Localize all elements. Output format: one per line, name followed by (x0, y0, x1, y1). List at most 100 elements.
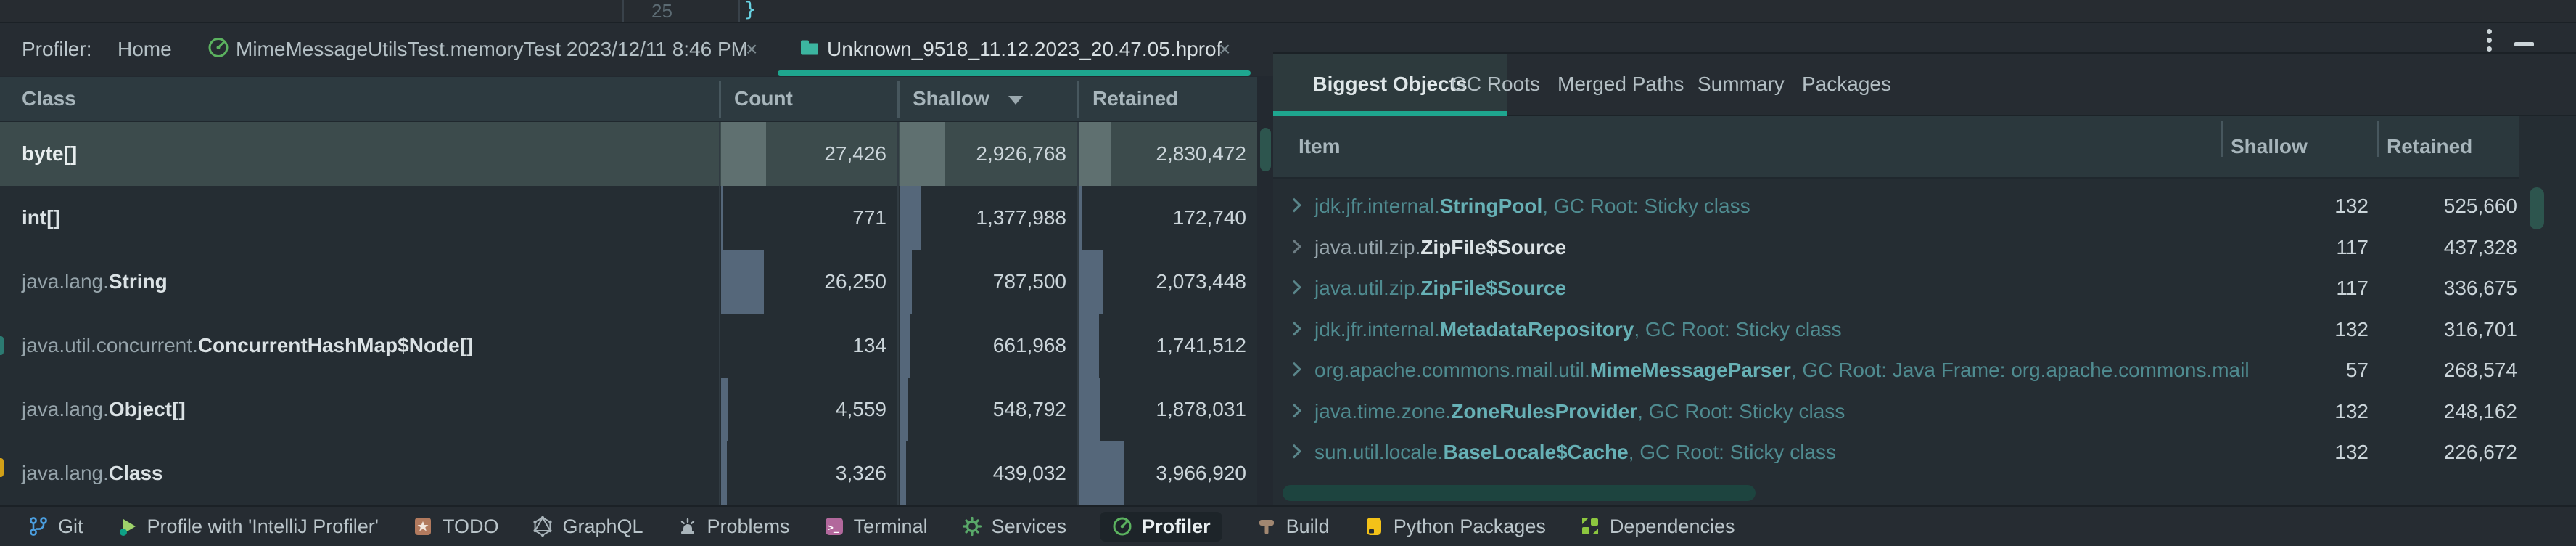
column-divider (1077, 81, 1079, 118)
class-row-int[interactable]: 771 1,377,988 172,740 int[] (0, 186, 1257, 250)
count-value: 26,250 (824, 270, 886, 293)
class-row-string[interactable]: 26,250 787,500 2,073,448 java.lang.String (0, 250, 1257, 314)
statusbar-item-label: Build (1285, 515, 1330, 537)
close-tab-icon[interactable]: × (746, 38, 758, 60)
tab-gc-roots[interactable]: GC Roots (1451, 73, 1540, 95)
object-row-stringpool[interactable]: jdk.jfr.internal.StringPool, GC Root: St… (1273, 186, 2576, 227)
count-histogram-bar (721, 122, 766, 186)
column-header-class[interactable]: Class (22, 87, 76, 110)
statusbar-item-git[interactable]: Git (28, 516, 83, 538)
statusbar-item-graphql[interactable]: GraphQL (532, 516, 643, 538)
column-header-retained[interactable]: Retained (2387, 135, 2473, 158)
tab-hprof-snapshot[interactable]: Unknown_9518_11.12.2023_20.47.05.hprof (827, 38, 1222, 60)
close-tab-icon[interactable]: × (1219, 38, 1231, 60)
object-name: java.util.zip.ZipFile$Source (1314, 235, 1567, 258)
sort-descending-icon (1008, 96, 1023, 105)
expand-chevron-icon[interactable] (1287, 197, 1301, 213)
class-row-class[interactable]: 3,326 439,032 3,966,920 java.lang.Class (0, 441, 1257, 505)
retained-value: 1,878,031 (1156, 398, 1246, 420)
statusbar-item-label: Problems (707, 515, 790, 537)
more-options-icon[interactable] (2484, 26, 2495, 54)
statusbar-item-services[interactable]: Services (961, 516, 1066, 538)
retained-value: 316,701 (2443, 317, 2517, 341)
object-row-mimemessageparser[interactable]: org.apache.commons.mail.util.MimeMessage… (1273, 350, 2576, 391)
statusbar-item-label: Python Packages (1393, 515, 1546, 537)
tab-packages[interactable]: Packages (1802, 73, 1891, 95)
expand-chevron-icon[interactable] (1287, 403, 1301, 418)
active-tab-underline (1273, 111, 1507, 116)
terminal-icon: >_ (825, 518, 843, 535)
class-row-byte[interactable]: 27,426 2,926,768 2,830,472 byte[] (0, 122, 1257, 186)
statusbar-item-build[interactable]: Build (1256, 516, 1330, 538)
shallow-value: 132 (2334, 317, 2369, 341)
tool-window-bar: Git Profile with 'IntelliJ Profiler' TODO G… (0, 505, 2576, 546)
column-divider (897, 81, 900, 118)
retained-histogram-bar (1079, 378, 1100, 441)
biggest-objects-panel: Biggest Objects GC Roots Merged Paths Summ… (1273, 52, 2576, 505)
object-row-baselocale-cache[interactable]: sun.util.locale.BaseLocale$Cache, GC Roo… (1273, 432, 2576, 473)
object-row-zipfile-source[interactable]: java.util.zip.ZipFile$Source 117 437,328 (1273, 227, 2576, 269)
object-row-zonerulesprovider[interactable]: java.time.zone.ZoneRulesProvider, GC Roo… (1273, 391, 2576, 433)
objects-table-horizontal-scrollbar-thumb[interactable] (1283, 485, 1756, 501)
retained-value: 268,574 (2443, 359, 2517, 382)
shallow-value: 117 (2336, 235, 2369, 258)
statusbar-item-python-packages[interactable]: Python Packages (1363, 516, 1546, 538)
column-divider (719, 81, 721, 118)
retained-value: 3,966,920 (1156, 462, 1246, 484)
statusbar-item-todo[interactable]: TODO (412, 516, 498, 538)
shallow-value: 439,032 (992, 462, 1066, 484)
statusbar-item-profile-with-intellij-profiler[interactable]: Profile with 'IntelliJ Profiler' (117, 516, 379, 538)
expand-chevron-icon[interactable] (1287, 321, 1301, 336)
count-value: 134 (852, 334, 886, 356)
retained-value: 525,660 (2443, 195, 2517, 218)
editor-code-fragment: } (744, 0, 757, 21)
object-row-zipfile-source[interactable]: java.util.zip.ZipFile$Source 117 336,675 (1273, 268, 2576, 309)
shallow-histogram-bar (900, 186, 921, 250)
services-icon (962, 516, 982, 537)
statusbar-item-label: Terminal (853, 515, 928, 537)
class-name: java.lang.String (22, 270, 168, 293)
shallow-value: 132 (2334, 195, 2369, 218)
hprof-folder-icon (798, 36, 821, 63)
objects-table-header: Item Shallow Retained (1273, 116, 2519, 179)
objects-table-body: jdk.jfr.internal.StringPool, GC Root: St… (1273, 179, 2576, 505)
column-header-item[interactable]: Item (1299, 135, 1341, 158)
object-name: org.apache.commons.mail.util.MimeMessage… (1314, 359, 2250, 382)
count-value: 771 (852, 206, 886, 229)
classes-table-scrollbar-thumb[interactable] (1260, 128, 1271, 171)
column-header-retained[interactable]: Retained (1092, 87, 1179, 110)
hide-tool-window-icon[interactable] (2514, 42, 2534, 46)
shallow-value: 2,926,768 (976, 142, 1066, 165)
expand-chevron-icon[interactable] (1287, 280, 1301, 295)
retained-value: 248,162 (2443, 399, 2517, 423)
statusbar-item-problems[interactable]: Problems (677, 516, 790, 538)
graphql-icon (533, 516, 553, 537)
column-header-count[interactable]: Count (734, 87, 793, 110)
dependencies-icon (1581, 518, 1598, 534)
statusbar-item-terminal[interactable]: >_ Terminal (823, 516, 928, 538)
tab-biggest-objects[interactable]: Biggest Objects (1273, 54, 1507, 115)
tab-memory-test[interactable]: MimeMessageUtilsTest.memoryTest 2023/12/… (236, 38, 748, 60)
column-header-shallow[interactable]: Shallow (913, 87, 989, 110)
expand-chevron-icon[interactable] (1287, 239, 1301, 254)
retained-histogram-bar (1079, 250, 1103, 314)
statusbar-item-dependencies[interactable]: Dependencies (1579, 516, 1735, 538)
count-histogram-bar (721, 186, 723, 250)
object-row-metadatarepository[interactable]: jdk.jfr.internal.MetadataRepository, GC … (1273, 309, 2576, 351)
statusbar-item-label: GraphQL (562, 515, 643, 537)
expand-chevron-icon[interactable] (1287, 362, 1301, 377)
class-row-concurrenthashmap-node[interactable]: 134 661,968 1,741,512 java.util.concurrent.… (0, 314, 1257, 378)
retained-histogram-bar (1079, 122, 1111, 186)
tab-summary[interactable]: Summary (1698, 73, 1785, 95)
column-header-shallow[interactable]: Shallow (2231, 135, 2308, 158)
shallow-value: 787,500 (992, 270, 1066, 293)
class-name: java.lang.Class (22, 462, 163, 484)
tab-home[interactable]: Home (118, 38, 172, 60)
statusbar-item-profiler[interactable]: Profiler (1100, 511, 1222, 542)
objects-table-vertical-scrollbar-thumb[interactable] (2530, 187, 2544, 229)
expand-chevron-icon[interactable] (1287, 444, 1301, 459)
tab-merged-paths[interactable]: Merged Paths (1557, 73, 1684, 95)
retained-value: 2,830,472 (1156, 142, 1246, 165)
class-row-object[interactable]: 4,559 548,792 1,878,031 java.lang.Object[] (0, 378, 1257, 441)
active-tab-underline (778, 70, 1251, 76)
